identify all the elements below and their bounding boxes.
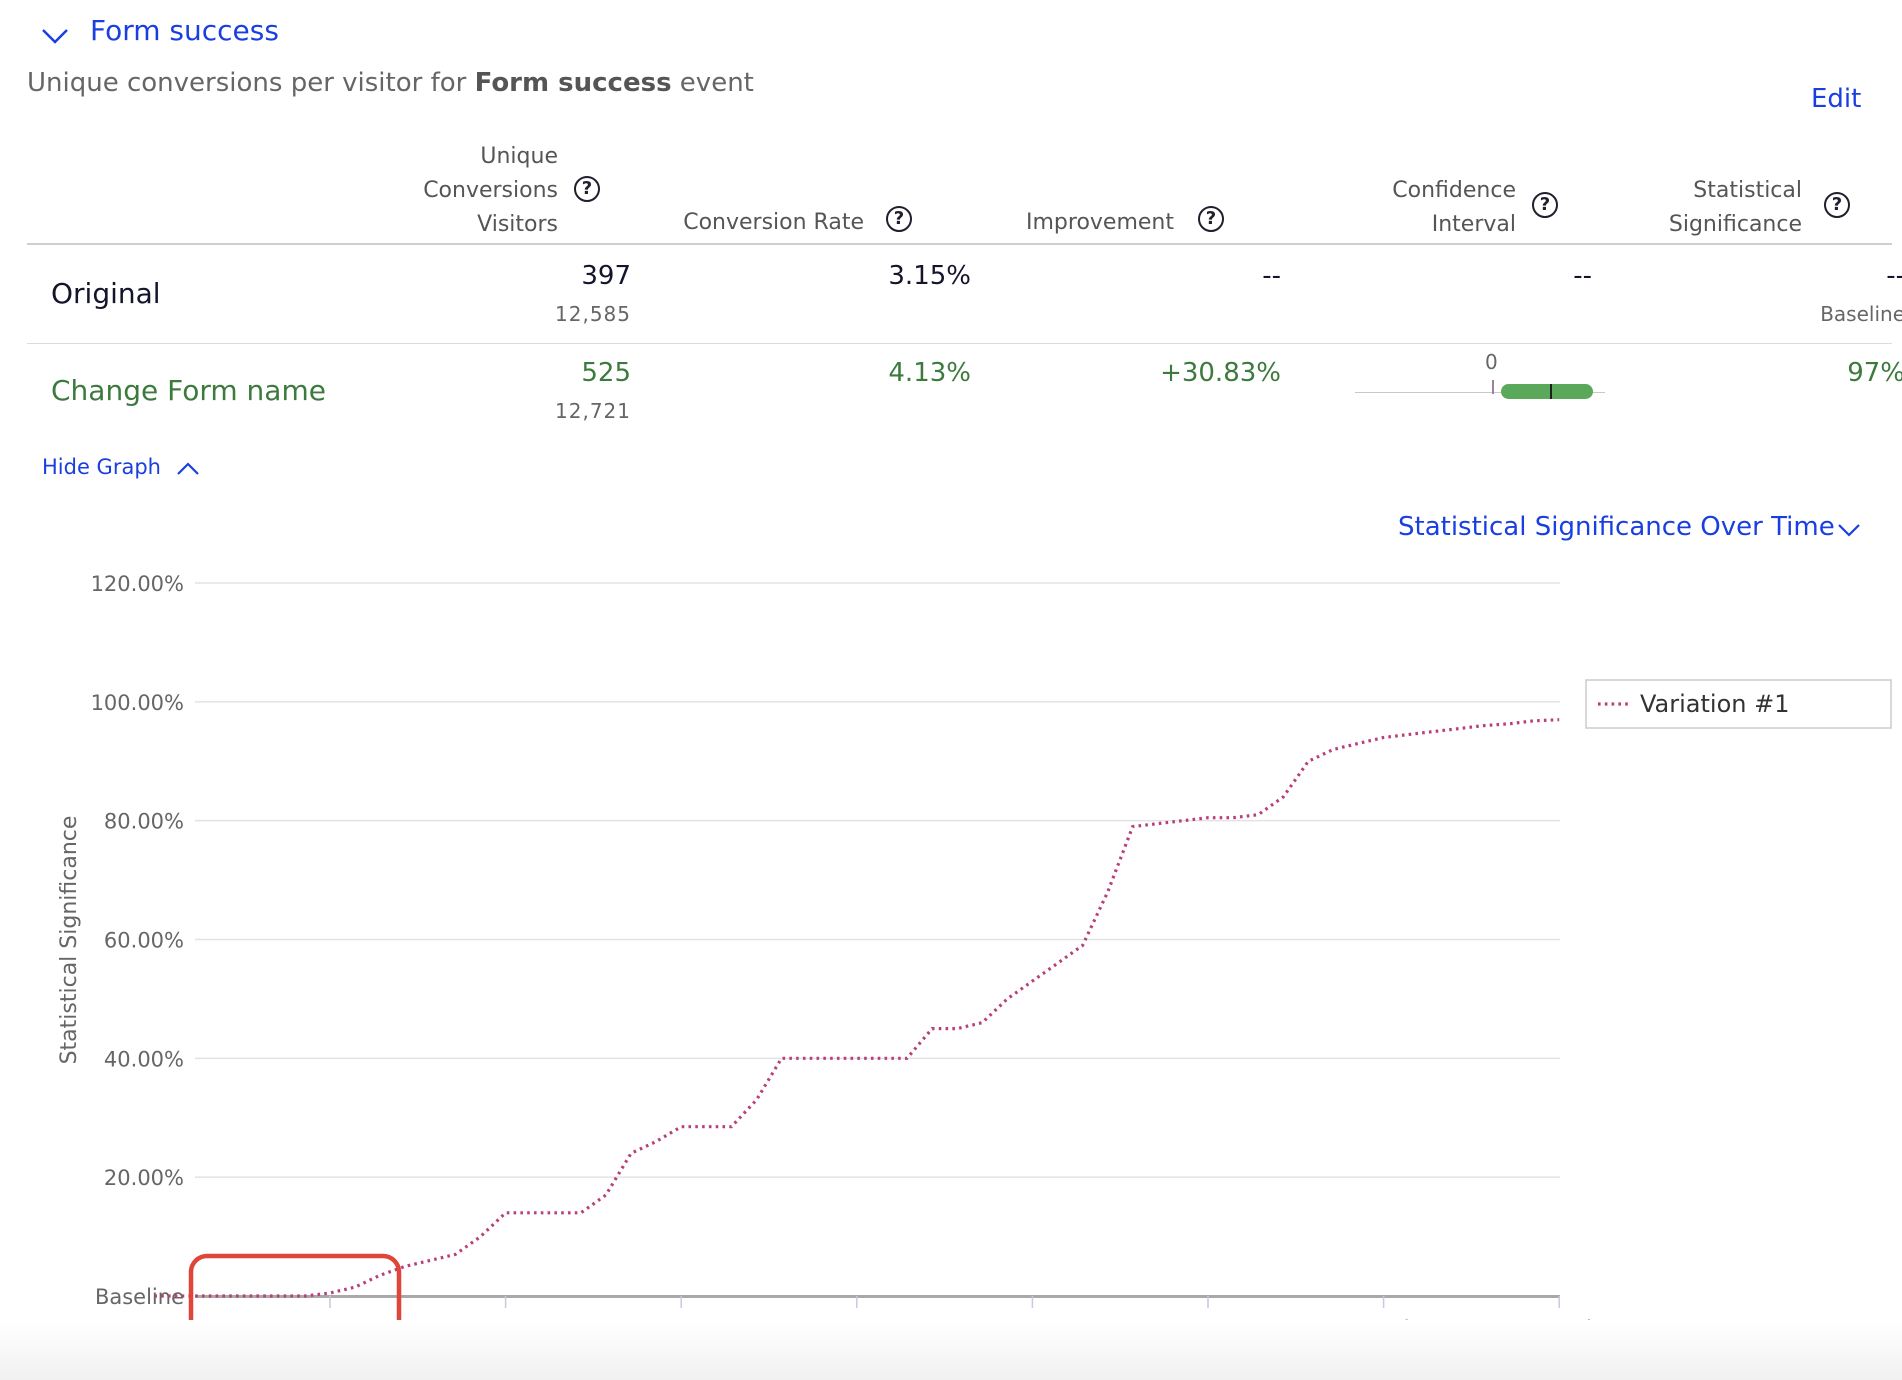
- chart-legend[interactable]: Variation #1: [1585, 679, 1892, 729]
- variation-name: Change Form name: [51, 374, 326, 407]
- conversions-value: 397: [581, 261, 631, 291]
- table-header-divider: [27, 243, 1892, 245]
- conversion-rate-value: 4.13%: [888, 358, 971, 388]
- chevron-up-icon: [177, 462, 199, 475]
- y-axis-title: Statistical Significance: [57, 816, 82, 1065]
- significance-chart: Baseline 20.00% 40.00% 60.00% 80.00% 100.00% 1…: [57, 572, 1892, 1360]
- legend-box: [1585, 679, 1892, 729]
- y-tick-label: 100.00%: [91, 691, 184, 715]
- confidence-interval-value: --: [1573, 261, 1592, 291]
- ci-zero-label: 0: [1485, 350, 1498, 374]
- legend-label: Variation #1: [1640, 690, 1789, 718]
- help-icon-unique-conversions[interactable]: ?: [574, 176, 600, 202]
- metric-selector-label: Statistical Significance Over Time: [1398, 512, 1835, 542]
- y-tick-label: 120.00%: [91, 572, 184, 596]
- ci-point-estimate: [1550, 384, 1552, 399]
- bottom-fade: [0, 1320, 1902, 1380]
- y-tick-label: Baseline: [95, 1285, 184, 1309]
- table-row: Original 397 12,585 3.15% -- -- -- Basel…: [27, 245, 1902, 343]
- edit-link[interactable]: Edit: [1811, 84, 1862, 114]
- hide-graph-label: Hide Graph: [42, 455, 161, 479]
- subtitle-suffix: event: [671, 68, 754, 98]
- header-improvement: Improvement: [1026, 210, 1174, 235]
- significance-value: 97%: [1847, 358, 1902, 388]
- y-tick-label: 40.00%: [104, 1047, 184, 1071]
- variation-name: Original: [51, 277, 161, 310]
- help-icon-improvement[interactable]: ?: [1198, 206, 1224, 232]
- subtitle-prefix: Unique conversions per visitor for: [27, 68, 475, 98]
- header-conversion-rate: Conversion Rate: [683, 210, 864, 235]
- highlight-box: [188, 1253, 402, 1360]
- help-icon-statistical-significance[interactable]: ?: [1824, 192, 1850, 218]
- y-tick-label: 60.00%: [104, 929, 184, 953]
- series-line-variation-1: [154, 718, 1560, 1298]
- chart-grid: [195, 582, 1560, 1308]
- header-statistical-significance: Statistical Significance: [1668, 178, 1802, 237]
- section-subtitle: Unique conversions per visitor for Form …: [27, 68, 754, 98]
- significance-baseline-note: Baseline: [1820, 302, 1902, 326]
- ci-axis-line: [1355, 392, 1605, 393]
- section-title: Form success: [90, 14, 279, 47]
- metric-selector[interactable]: Statistical Significance Over Time: [1398, 512, 1860, 548]
- chevron-down-icon: [42, 29, 68, 44]
- visitors-value: 12,585: [555, 302, 631, 326]
- table-row: Change Form name 525 12,721 4.13% +30.83…: [27, 344, 1902, 444]
- header-unique-conversions: Unique Conversions Visitors: [423, 144, 558, 237]
- y-tick-label: 80.00%: [104, 810, 184, 834]
- chevron-down-icon: [1838, 524, 1860, 537]
- improvement-value: --: [1262, 261, 1281, 291]
- row-divider: [27, 343, 1892, 344]
- y-axis-labels: Baseline 20.00% 40.00% 60.00% 80.00% 100.00% 1…: [91, 572, 184, 1309]
- confidence-interval-bar: 0: [1355, 344, 1605, 404]
- conversion-rate-value: 3.15%: [888, 261, 971, 291]
- help-icon-conversion-rate[interactable]: ?: [886, 206, 912, 232]
- y-tick-label: 20.00%: [104, 1166, 184, 1190]
- ci-zero-tick: [1492, 380, 1494, 394]
- hide-graph-toggle[interactable]: Hide Graph: [42, 455, 199, 485]
- help-icon-confidence-interval[interactable]: ?: [1532, 192, 1558, 218]
- visitors-value: 12,721: [555, 399, 631, 423]
- improvement-value: +30.83%: [1160, 358, 1281, 388]
- header-confidence-interval: Confidence Interval: [1392, 178, 1516, 237]
- subtitle-event: Form success: [474, 68, 672, 98]
- conversions-value: 525: [581, 358, 631, 388]
- ci-range-bar: [1501, 384, 1593, 399]
- significance-value: --: [1886, 261, 1902, 291]
